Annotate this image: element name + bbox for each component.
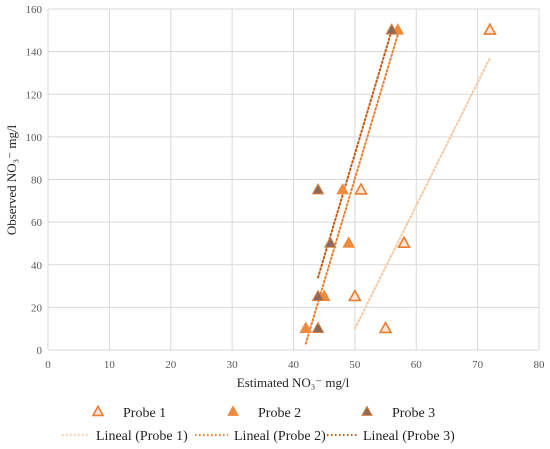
trendline bbox=[317, 29, 393, 279]
x-tick-label: 70 bbox=[472, 359, 484, 371]
x-tick-label: 80 bbox=[534, 359, 546, 371]
legend-marker bbox=[91, 404, 105, 417]
y-axis-title: Observed NO₃⁻ mg/l bbox=[4, 124, 19, 235]
y-tick-labels: 0 20 40 60 80 100 120 140 160 bbox=[26, 4, 43, 357]
legend-label: Lineal (Probe 1) bbox=[96, 429, 188, 444]
data-point bbox=[483, 22, 497, 35]
data-point bbox=[397, 235, 411, 248]
x-tick-labels: 0 10 20 30 40 50 60 70 80 bbox=[45, 359, 545, 371]
y-tick-label: 140 bbox=[26, 47, 43, 59]
x-tick-label: 10 bbox=[104, 359, 116, 371]
data-point bbox=[311, 289, 325, 301]
y-tick-label: 40 bbox=[31, 260, 43, 272]
data-points bbox=[299, 22, 497, 334]
y-tick-label: 120 bbox=[26, 89, 43, 101]
x-tick-label: 40 bbox=[288, 359, 300, 371]
data-point bbox=[354, 182, 368, 195]
x-tick-label: 50 bbox=[349, 359, 361, 371]
trendline bbox=[304, 33, 399, 345]
data-point bbox=[323, 236, 337, 248]
legend-marker bbox=[361, 405, 373, 416]
legend-label: Probe 3 bbox=[392, 406, 435, 421]
data-point bbox=[385, 23, 399, 35]
x-tick-label: 30 bbox=[227, 359, 239, 371]
y-tick-label: 100 bbox=[26, 132, 43, 144]
x-tick-label: 60 bbox=[411, 359, 423, 371]
data-point bbox=[299, 321, 313, 333]
y-tick-label: 0 bbox=[37, 345, 43, 357]
x-tick-label: 20 bbox=[165, 359, 177, 371]
grid-lines bbox=[47, 8, 540, 351]
x-tick-label: 0 bbox=[45, 359, 51, 371]
y-tick-label: 20 bbox=[31, 302, 43, 314]
legend-label: Lineal (Probe 2) bbox=[234, 429, 326, 444]
legend-label: Probe 2 bbox=[258, 406, 301, 421]
data-point bbox=[311, 182, 325, 195]
data-point bbox=[348, 288, 362, 302]
data-point bbox=[342, 236, 356, 248]
legend-marker bbox=[227, 405, 239, 416]
y-tick-label: 80 bbox=[31, 175, 43, 187]
y-tick-label: 160 bbox=[26, 4, 43, 16]
legend-label: Lineal (Probe 3) bbox=[363, 429, 455, 444]
data-point bbox=[311, 321, 325, 333]
trendline bbox=[353, 57, 491, 330]
legend-label: Probe 1 bbox=[123, 406, 166, 421]
data-point bbox=[336, 182, 349, 195]
y-tick-label: 60 bbox=[31, 217, 43, 229]
legend: Probe 1 Probe 2 Probe 3 Lineal (Probe 1) Lin… bbox=[62, 404, 455, 444]
data-point bbox=[378, 320, 393, 334]
trendlines bbox=[304, 29, 491, 345]
x-axis-title: Estimated NO₃⁻ mg/l bbox=[237, 375, 350, 390]
